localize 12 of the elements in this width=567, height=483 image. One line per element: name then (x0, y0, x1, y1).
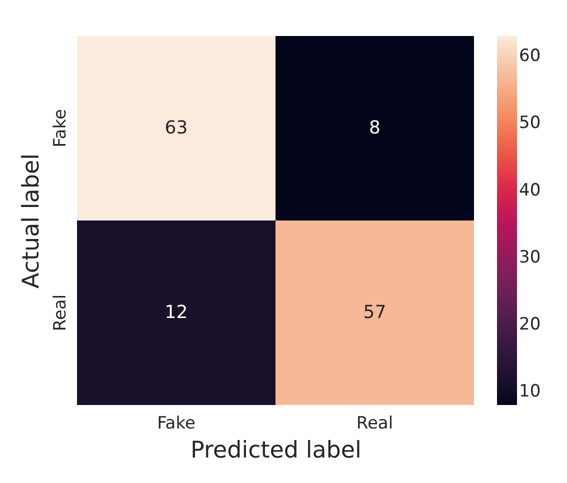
color-bar-label: 10 (519, 382, 541, 402)
color-bar-label: 30 (519, 247, 541, 268)
color-bar-label: 40 (519, 180, 541, 200)
data-label: 12 (164, 302, 188, 323)
data-label: 57 (363, 302, 386, 323)
data-label: 8 (369, 117, 380, 138)
y-axis-title: Actual label (18, 154, 44, 288)
color-bar-label: 50 (519, 113, 541, 134)
data-label: 63 (164, 117, 188, 138)
color-bar-label: 20 (519, 314, 541, 334)
color-bar-label: 60 (519, 46, 541, 66)
x-axis-title: Predicted label (190, 438, 362, 464)
